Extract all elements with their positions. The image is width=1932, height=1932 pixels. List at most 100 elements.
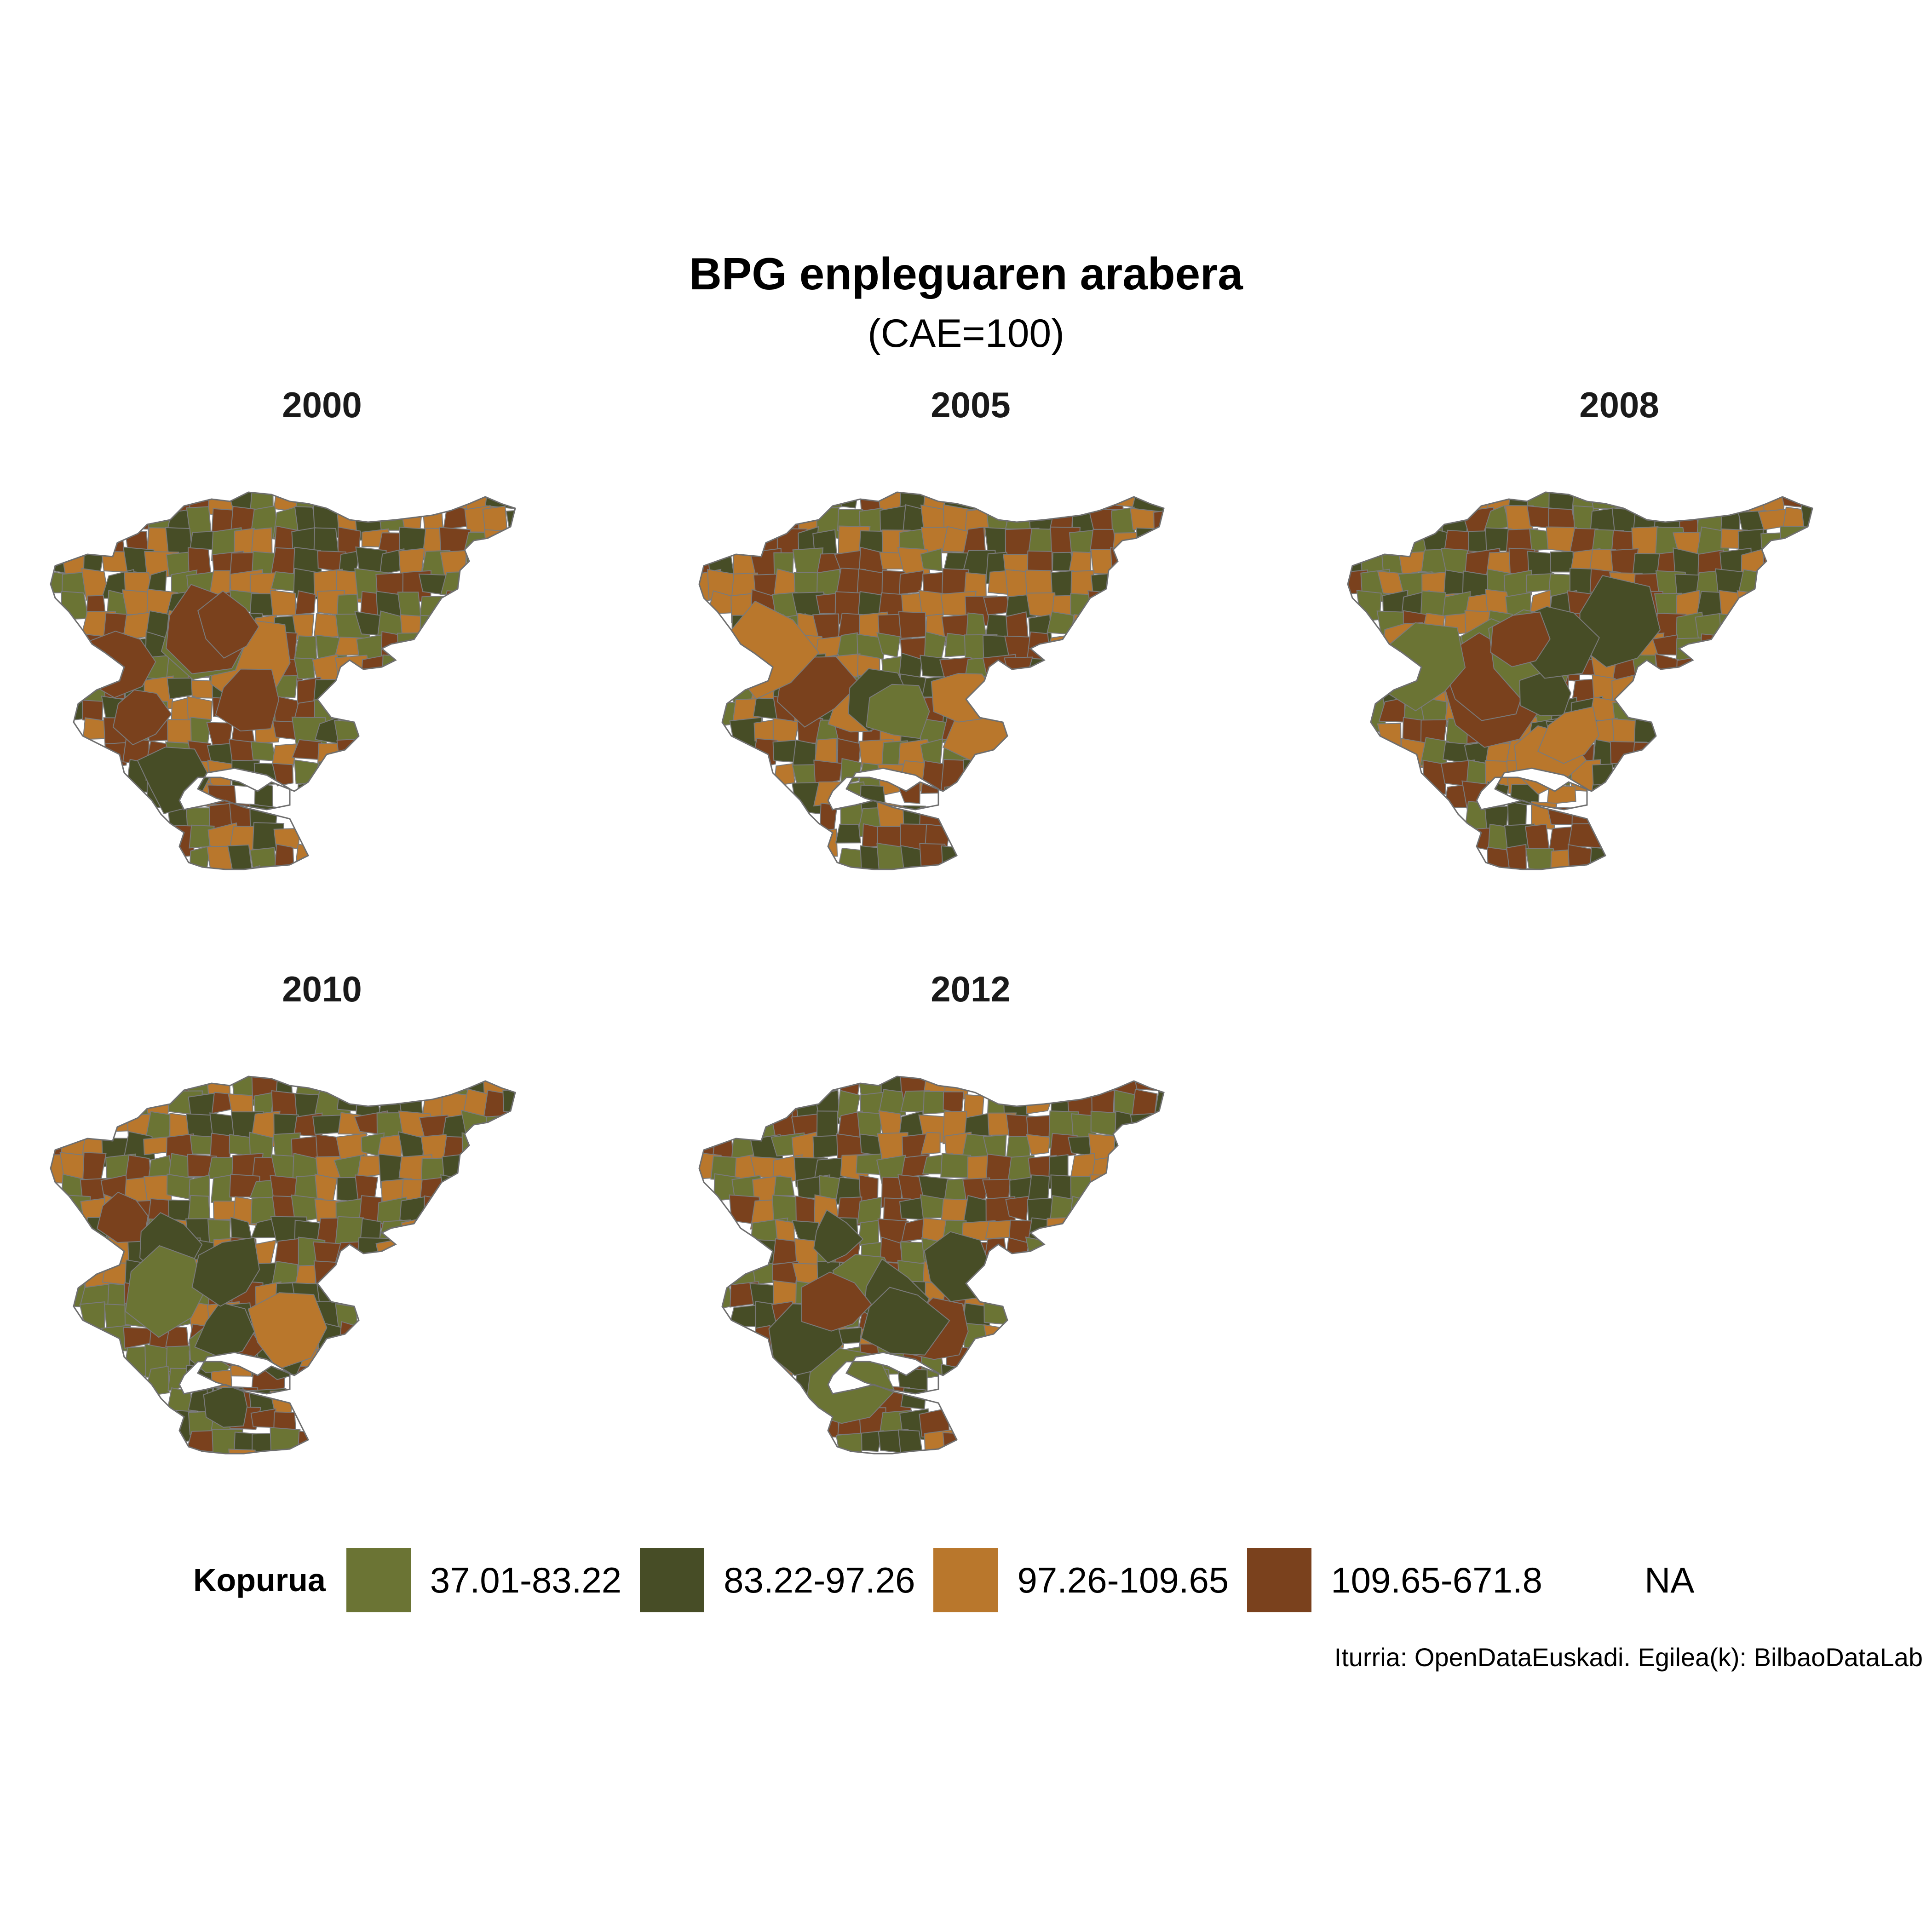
municipality	[227, 844, 253, 869]
municipality	[840, 492, 860, 509]
legend-item: NA	[1561, 1548, 1694, 1612]
municipality	[901, 1154, 930, 1178]
municipality	[166, 1173, 193, 1201]
municipality	[792, 739, 816, 769]
municipality	[1069, 1196, 1092, 1223]
territory-border	[698, 1075, 1165, 1455]
municipality	[466, 550, 487, 575]
municipality	[419, 615, 446, 638]
legend-label: 37.01-83.22	[430, 1559, 622, 1600]
municipality	[861, 1430, 884, 1452]
municipality	[1087, 590, 1123, 621]
municipality	[296, 780, 318, 810]
legend-swatch	[933, 1548, 998, 1612]
map-panel-2010: 2010	[32, 966, 612, 1472]
municipality	[1506, 844, 1527, 869]
municipality	[966, 1347, 996, 1376]
municipality	[137, 747, 211, 814]
municipality	[1655, 653, 1679, 678]
choropleth-map	[698, 491, 1165, 870]
municipality	[1130, 1113, 1157, 1143]
municipality	[861, 1287, 950, 1356]
municipality	[866, 684, 930, 739]
legend-item: 37.01-83.22	[346, 1548, 621, 1612]
municipality	[228, 1449, 261, 1454]
municipality	[112, 689, 172, 746]
legend-swatch	[640, 1548, 705, 1612]
municipality	[294, 635, 317, 661]
municipality	[482, 506, 508, 532]
chart-title: BPG enpleguaren arabera	[689, 248, 1243, 299]
municipality	[1025, 1236, 1051, 1269]
municipality	[1026, 1115, 1053, 1138]
municipality	[1631, 742, 1656, 776]
municipality	[897, 1429, 924, 1454]
municipality	[297, 1430, 318, 1454]
municipality	[249, 847, 277, 869]
municipality	[442, 1153, 470, 1190]
municipality	[1519, 672, 1572, 717]
map-panel-2008: 2008	[1329, 382, 1909, 888]
municipality	[1800, 505, 1812, 538]
choropleth-map	[50, 1075, 516, 1455]
municipality	[931, 673, 998, 723]
municipality	[898, 611, 926, 639]
municipality	[1700, 633, 1726, 662]
municipality	[813, 828, 838, 857]
municipality	[1675, 656, 1701, 690]
municipality	[397, 632, 431, 665]
municipality	[1547, 784, 1576, 805]
legend-swatch	[346, 1548, 411, 1612]
municipality	[440, 1174, 474, 1201]
municipality	[206, 845, 235, 869]
municipality	[773, 1091, 799, 1119]
legend-title: Kopurua	[193, 1562, 326, 1598]
municipality	[1154, 1091, 1164, 1119]
legend-swatch	[1561, 1548, 1625, 1612]
municipality	[897, 781, 920, 804]
municipality	[1027, 658, 1052, 678]
municipality	[273, 844, 295, 869]
territory-border	[698, 491, 1165, 870]
municipality	[1526, 868, 1563, 869]
panel-title: 2000	[282, 385, 362, 425]
municipality	[194, 1302, 255, 1358]
municipality	[876, 842, 909, 869]
municipality	[801, 1271, 872, 1332]
municipality	[1524, 823, 1550, 850]
municipality	[1778, 492, 1810, 509]
legend-label: NA	[1644, 1559, 1695, 1600]
municipality	[1090, 1110, 1117, 1137]
municipality	[1090, 549, 1124, 575]
legend-swatch	[1247, 1548, 1312, 1612]
municipality	[271, 763, 294, 787]
municipality	[293, 657, 315, 680]
municipality	[835, 1432, 864, 1454]
municipality	[189, 845, 212, 869]
municipality	[982, 1179, 1011, 1201]
municipality	[1490, 611, 1551, 667]
map-panel-2012: 2012	[681, 966, 1260, 1472]
municipality	[775, 1219, 795, 1242]
municipality	[247, 1292, 328, 1370]
municipality	[271, 1260, 298, 1285]
legend: Kopurua 37.01-83.22 83.22-97.26 97.26-10…	[193, 1548, 1713, 1612]
municipality	[125, 1245, 206, 1338]
territory-border	[1347, 491, 1813, 870]
municipality	[943, 1091, 965, 1115]
municipality	[186, 696, 213, 721]
municipality	[1026, 1133, 1051, 1156]
municipality	[1113, 1137, 1135, 1158]
municipality	[484, 492, 515, 510]
legend-label: 109.65-671.8	[1331, 1559, 1542, 1600]
municipality	[813, 759, 843, 786]
legend-item: 97.26-109.65	[933, 1548, 1229, 1612]
municipality	[213, 1200, 237, 1220]
municipality	[1090, 572, 1119, 594]
municipality	[1153, 508, 1164, 535]
municipality	[835, 823, 861, 844]
municipality	[203, 1386, 248, 1428]
municipality	[941, 845, 977, 869]
municipality	[316, 1284, 348, 1304]
map-panel-2005: 2005	[681, 382, 1260, 888]
